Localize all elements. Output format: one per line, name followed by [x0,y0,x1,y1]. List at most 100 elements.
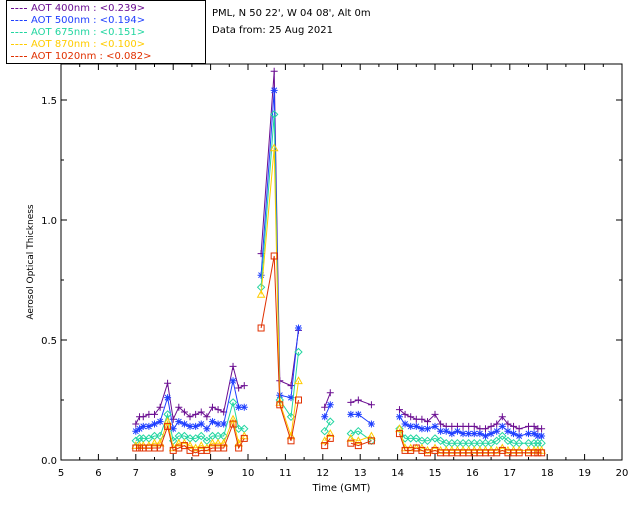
data-point [470,422,478,430]
data-point [367,437,375,445]
data-point [321,413,329,421]
data-point [367,420,375,428]
data-point [498,431,507,441]
data-point [156,444,164,452]
data-point [180,408,188,416]
legend-line-1020 [11,55,27,57]
data-point [326,417,335,426]
data-point [321,403,329,411]
data-point [320,426,329,436]
data-point [220,420,228,428]
data-point [436,436,445,446]
x-tick-label: 8 [170,468,176,479]
data-point [492,436,501,446]
data-point [354,426,363,436]
data-point [395,424,404,433]
legend-line-500 [11,19,27,21]
data-point [395,430,403,438]
data-point [481,425,489,433]
data-point [493,420,501,428]
legend-item-870: AOT 870nm : <0.100> [11,39,145,51]
data-point [395,406,403,414]
data-point [257,324,265,332]
data-point [164,394,172,402]
data-point [287,394,295,402]
data-point [538,432,546,440]
data-point [503,436,513,446]
data-point [229,420,237,428]
data-point [208,403,216,411]
data-point [131,436,141,446]
data-point [240,434,248,442]
data-point [325,429,335,437]
site-info: PML, N 50 22', W 04 08', Alt 0m [212,8,371,19]
legend-label-1020: AOT 1020nm : <0.082> [31,51,152,62]
x-tick-label: 6 [95,468,101,479]
series-line [135,90,542,437]
data-point [487,430,495,438]
data-point [294,324,302,332]
data-point [229,377,237,385]
data-point [347,439,355,447]
x-tick-label: 17 [503,468,516,479]
data-point [401,410,409,418]
data-point [407,413,415,421]
x-tick-label: 5 [58,468,64,479]
y-tick-label: 0.0 [41,456,57,467]
data-point [164,422,172,430]
data-point [326,389,334,397]
legend: AOT 400nm : <0.239> AOT 500nm : <0.194> … [6,0,206,64]
data-point [448,430,456,438]
legend-line-400 [11,7,27,9]
data-point [197,431,206,441]
data-point [208,418,216,426]
y-axis-label: Aerosol Optical Thickness [26,204,36,320]
x-tick-label: 14 [391,468,404,479]
data-point [240,403,248,411]
legend-line-675 [11,31,27,33]
data-point [326,434,334,442]
data-point [191,443,200,452]
data-point [347,410,355,418]
data-point [287,382,295,390]
data-point [481,432,489,440]
y-tick-label: 1.0 [41,216,57,227]
data-point [347,398,355,406]
legend-label-870: AOT 870nm : <0.100> [31,39,146,50]
x-tick-label: 19 [578,468,591,479]
legend-item-675: AOT 675nm : <0.151> [11,27,145,39]
data-point [515,449,523,457]
data-point [208,438,217,447]
data-point [424,418,432,426]
data-point [538,425,546,433]
data-point [136,425,144,433]
data-point [515,425,523,433]
data-point [354,442,362,450]
data-point [132,420,140,428]
data-point [235,384,243,392]
data-point [270,86,278,94]
x-tick-label: 7 [133,468,139,479]
x-tick-label: 11 [279,468,292,479]
date-info: Data from: 25 Aug 2021 [212,25,333,36]
data-point [139,413,147,421]
data-point [442,427,450,435]
data-point [164,379,172,387]
data-point [515,432,523,440]
x-tick-label: 9 [207,468,213,479]
data-point [175,418,183,426]
data-point [214,406,222,414]
data-point [228,398,238,407]
data-point [235,403,243,411]
data-point [395,424,404,434]
legend-item-1020: AOT 1020nm : <0.082> [11,51,151,63]
data-point [256,289,266,298]
data-point [412,434,421,443]
data-point [401,420,409,428]
x-tick-label: 12 [316,468,329,479]
data-point [234,424,243,434]
data-point [132,427,140,435]
data-point [136,444,144,452]
data-point [151,420,158,428]
data-point [139,422,147,430]
